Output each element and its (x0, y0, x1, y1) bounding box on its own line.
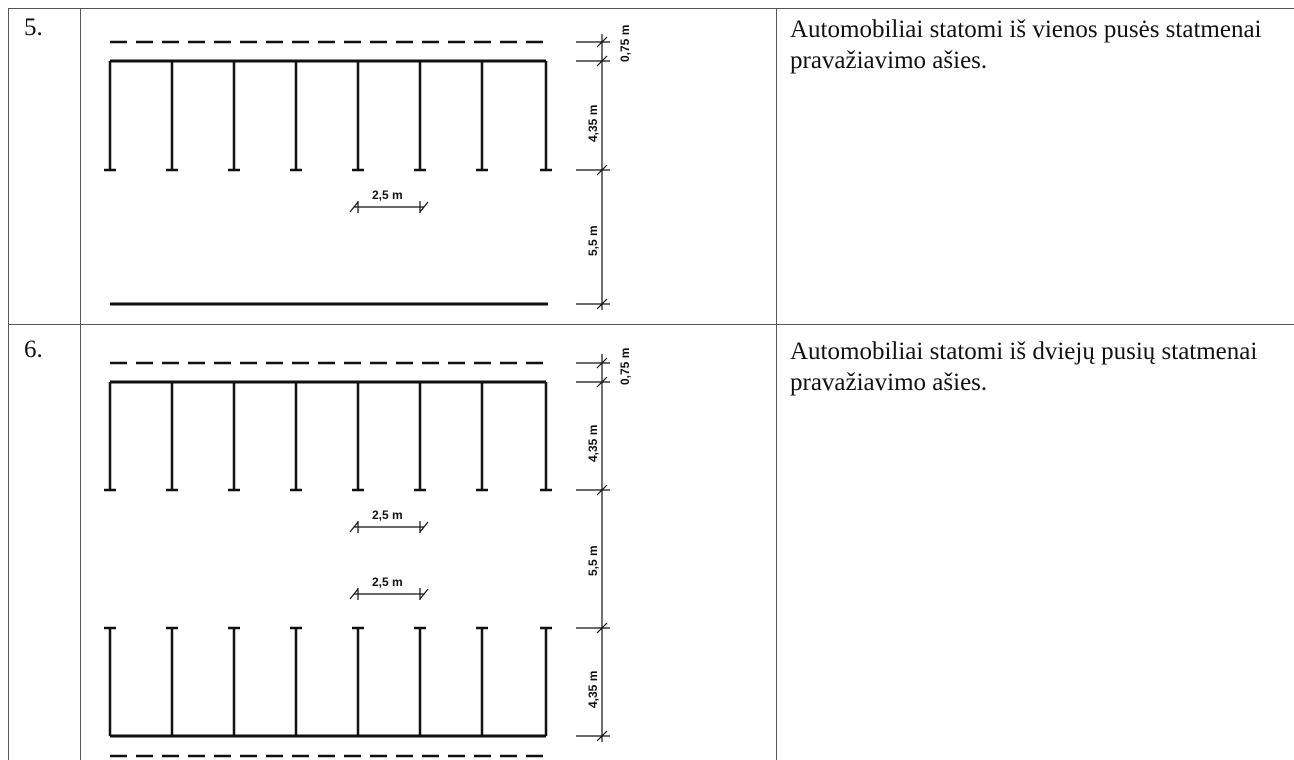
parking-diagram-two-sides: 2,5 m 2,5 m 0,75 m 4,35 m 5,5 m 4,35 m (104, 348, 632, 758)
stall-dividers-top (104, 382, 552, 492)
vertical-dimension-chain (576, 354, 610, 742)
stall-width-label-2: 2,5 m (372, 575, 403, 589)
table-border-top (8, 8, 1294, 9)
stall-width-dimension-2 (349, 588, 429, 600)
aisle-width-label: 5,5 m (586, 545, 600, 576)
parking-diagram-one-side: 2,5 m 0,75 m 4,35 m 5,5 m (104, 25, 632, 310)
table-col-divider-number (80, 8, 81, 760)
stall-width-dimension (349, 201, 429, 213)
stall-depth-label: 4,35 m (586, 105, 600, 142)
row-description: Automobiliai statomi iš vienos pusės sta… (790, 16, 1262, 74)
stall-width-label: 2,5 m (372, 188, 403, 202)
stall-width-label: 2,5 m (372, 508, 403, 522)
buffer-label: 0,75 m (618, 25, 632, 62)
table-row-divider (8, 324, 1294, 325)
buffer-label: 0,75 m (618, 348, 632, 385)
vertical-dimension-chain (576, 34, 610, 310)
row-number: 6. (24, 336, 43, 363)
table-col-divider-left (8, 8, 9, 760)
stall-dividers (104, 61, 552, 172)
stall-depth-label-bottom: 4,35 m (586, 671, 600, 708)
stall-width-dimension (349, 521, 429, 533)
aisle-width-label: 5,5 m (586, 225, 600, 256)
table-col-divider-description (776, 8, 777, 760)
stall-dividers-bottom (104, 626, 552, 736)
row-description: Automobiliai statomi iš dviejų pusių sta… (790, 338, 1258, 396)
row-number: 5. (24, 14, 43, 41)
stall-depth-label: 4,35 m (586, 425, 600, 462)
